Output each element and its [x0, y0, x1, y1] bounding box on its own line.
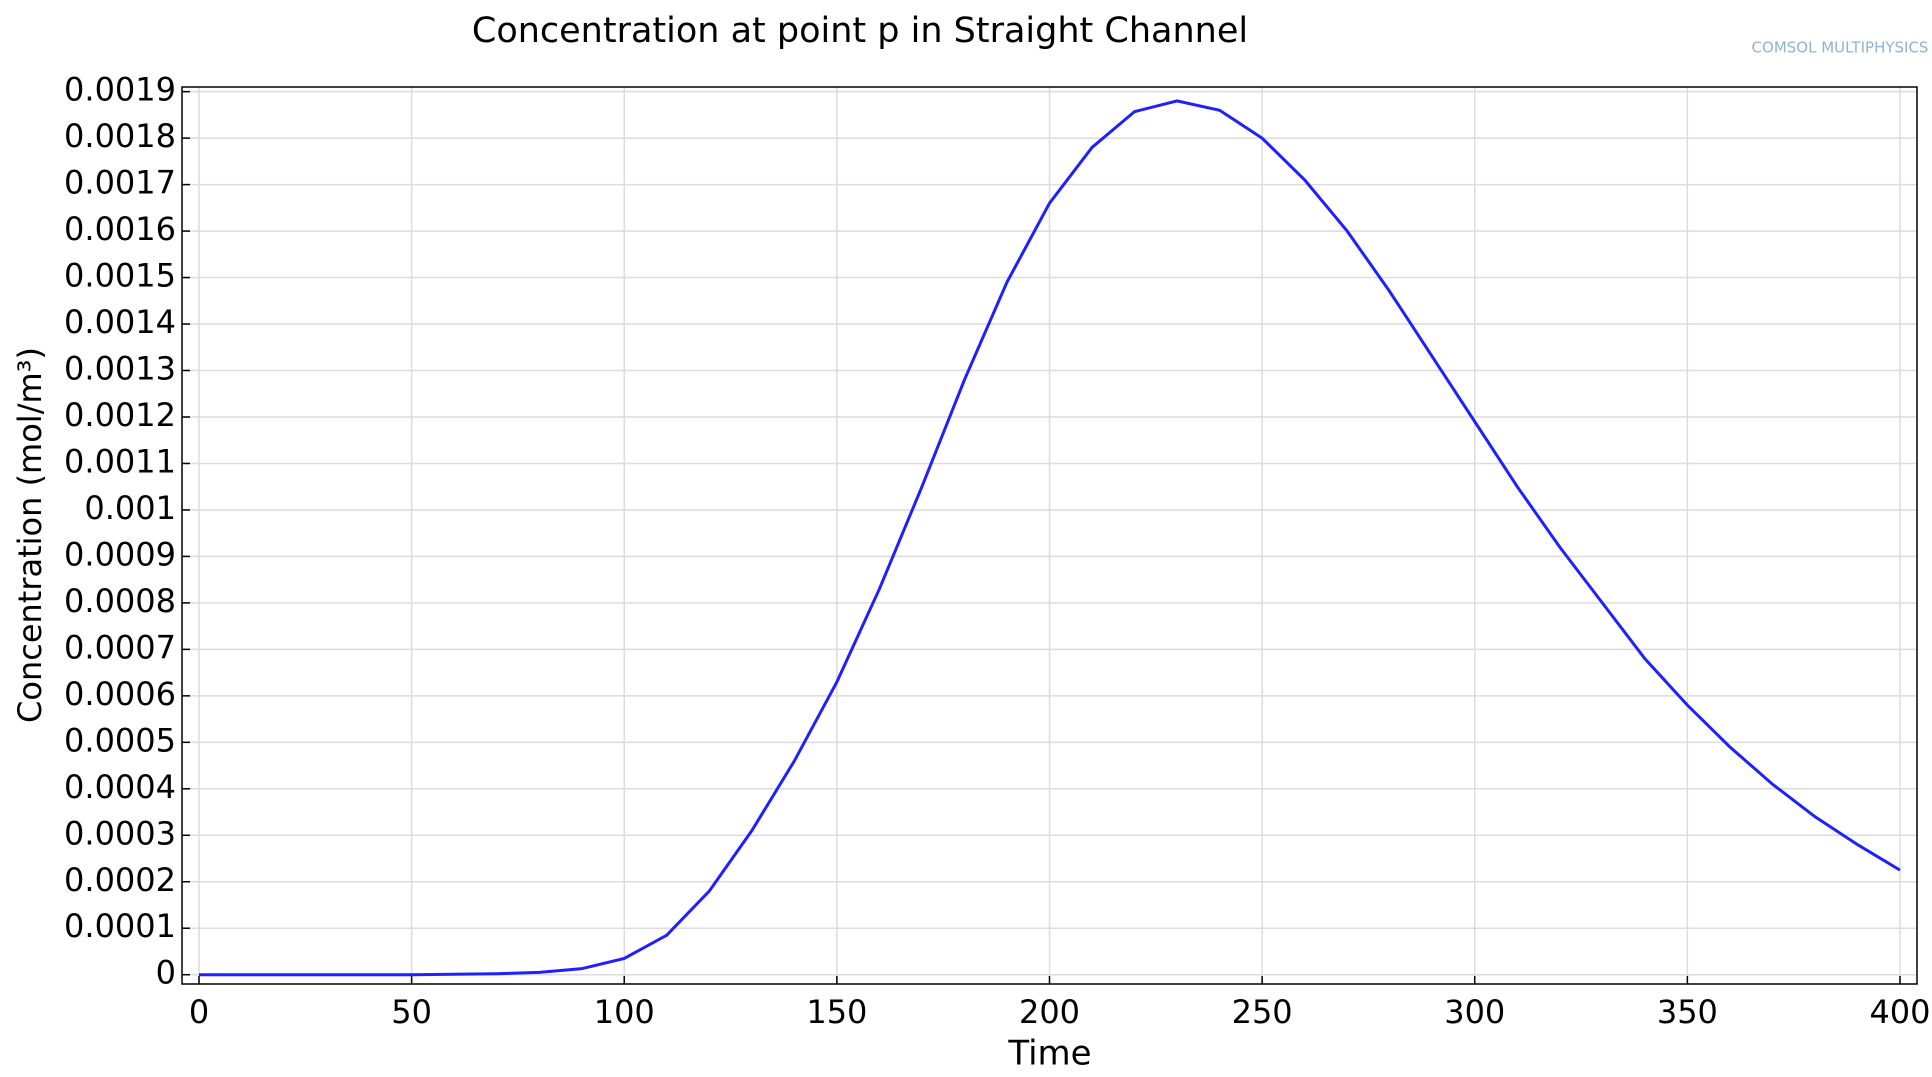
y-tick-label: 0.0011 [64, 442, 176, 480]
y-tick-label: 0.0016 [64, 210, 176, 248]
y-tick-label: 0.0008 [64, 582, 176, 620]
y-tick-label: 0.0013 [64, 350, 176, 388]
x-tick-label: 150 [806, 993, 867, 1031]
y-tick-label: 0.0014 [64, 303, 176, 341]
x-tick-label: 300 [1444, 993, 1505, 1031]
y-tick-label: 0.0002 [64, 861, 176, 899]
y-tick-label: 0.0003 [64, 814, 176, 852]
plot-frame [181, 86, 1918, 985]
y-tick-label: 0.0006 [64, 675, 176, 713]
y-tick-label: 0.0001 [64, 907, 176, 945]
y-tick-label: 0.0004 [64, 768, 176, 806]
x-tick-label: 250 [1232, 993, 1293, 1031]
x-tick-label: 400 [1869, 993, 1930, 1031]
y-tick-label: 0 [156, 954, 176, 992]
x-tick-label: 100 [594, 993, 655, 1031]
chart-title: Concentration at point p in Straight Cha… [472, 11, 1248, 51]
x-tick-label: 50 [391, 993, 432, 1031]
y-tick-label: 0.0018 [64, 117, 176, 155]
x-tick-label: 200 [1019, 993, 1080, 1031]
y-tick-label: 0.0015 [64, 257, 176, 295]
x-axis-label: Time [1007, 1034, 1091, 1074]
x-tick-label: 0 [189, 993, 209, 1031]
x-tick-label: 350 [1657, 993, 1718, 1031]
y-axis-label: Concentration (mol/m³) [11, 347, 49, 723]
y-tick-label: 0.0019 [64, 71, 176, 109]
watermark: COMSOL MULTIPHYSICS [1752, 39, 1929, 57]
y-tick-label: 0.0005 [64, 721, 176, 759]
data-line [199, 99, 1901, 977]
y-tick-label: 0.0009 [64, 535, 176, 573]
y-tick-label: 0.0012 [64, 396, 176, 434]
y-tick-label: 0.0017 [64, 164, 176, 202]
y-tick-label: 0.0007 [64, 628, 176, 666]
y-tick-label: 0.001 [84, 489, 176, 527]
